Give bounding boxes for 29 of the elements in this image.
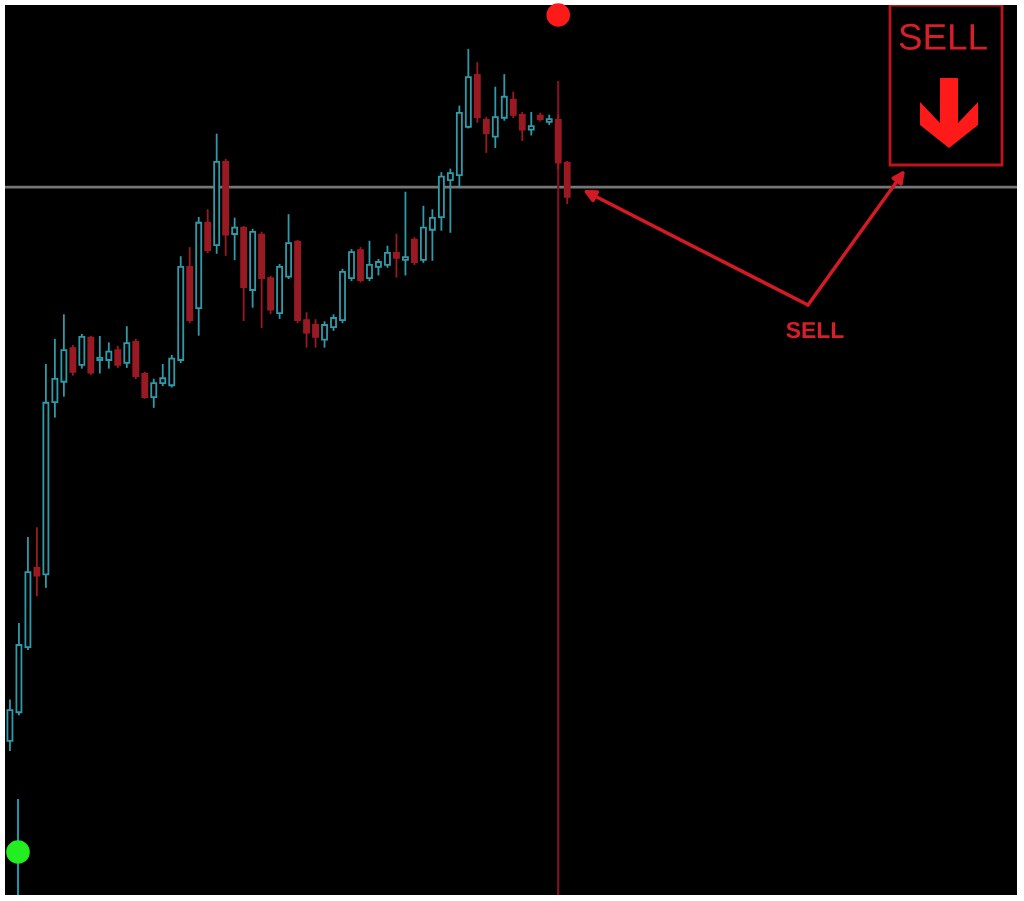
candlestick (321, 321, 328, 348)
candlestick (500, 74, 508, 121)
candlestick (384, 245, 391, 268)
candlestick (482, 116, 490, 153)
candlestick (518, 111, 526, 142)
candlestick (159, 364, 167, 387)
candlestick (312, 319, 319, 348)
candlestick (123, 326, 131, 368)
text: SELL (899, 23, 987, 50)
candlestick (509, 91, 517, 118)
candlestick (150, 378, 158, 408)
candlestick (393, 233, 400, 278)
candlestick (51, 338, 59, 418)
candlestick (69, 345, 77, 376)
candlestick (105, 342, 113, 369)
candlestick (96, 336, 104, 374)
candlestick (114, 345, 122, 368)
candlestick (491, 86, 499, 149)
candlestick (410, 237, 418, 265)
candlestick (402, 191, 409, 276)
candlestick (303, 312, 310, 348)
candlestick (33, 527, 41, 597)
candlestick (141, 371, 149, 399)
candlestick (366, 240, 373, 282)
candlestick (446, 168, 454, 233)
candlestick (428, 209, 436, 261)
candlestick (231, 217, 239, 261)
text: SELL (786, 321, 844, 339)
candlestick (527, 111, 535, 136)
